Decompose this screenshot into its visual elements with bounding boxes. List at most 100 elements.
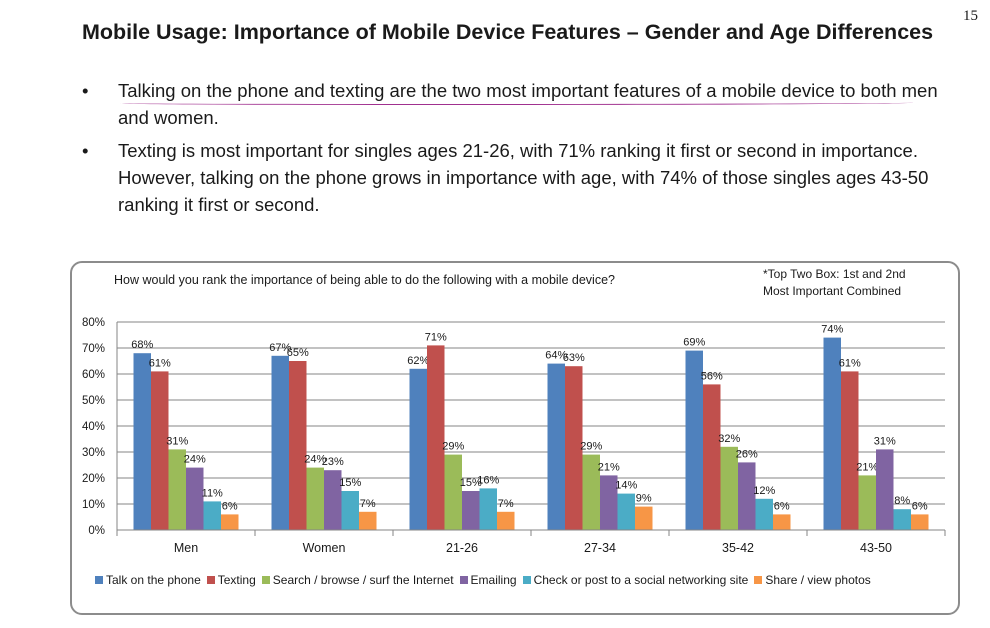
legend-swatch [522, 576, 531, 584]
bar [203, 501, 221, 530]
data-label: 29% [580, 441, 602, 453]
data-label: 62% [407, 355, 429, 367]
legend-label: Share / view photos [765, 573, 871, 587]
bar [617, 493, 635, 530]
bar [359, 511, 377, 530]
data-label: 23% [322, 456, 344, 468]
bullet-item: Texting is most important for singles ag… [82, 137, 962, 218]
legend-swatch [206, 576, 215, 584]
data-label: 6% [222, 500, 238, 512]
data-label: 12% [753, 485, 775, 497]
bar [720, 446, 738, 530]
bar [324, 470, 342, 530]
y-tick-label: 80% [82, 317, 105, 329]
legend-item: Check or post to a social networking sit… [522, 573, 749, 587]
chart-legend: Talk on the phone Texting Search / browse … [95, 573, 871, 587]
bullet-item: Talking on the phone and texting are the… [82, 77, 962, 131]
y-tick-label: 40% [82, 421, 105, 433]
chart-question: How would you rank the importance of bei… [114, 273, 615, 287]
legend-item: Share / view photos [754, 573, 871, 587]
slide-title: Mobile Usage: Importance of Mobile Devic… [82, 20, 934, 44]
bar [858, 475, 876, 530]
bar [685, 350, 703, 530]
legend-label: Check or post to a social networking sit… [533, 573, 749, 587]
data-label: 6% [774, 500, 790, 512]
legend-item: Emailing [459, 573, 517, 587]
chart-frame [70, 261, 960, 615]
data-label: 8% [894, 495, 910, 507]
data-label: 74% [821, 324, 843, 336]
bar [547, 363, 565, 530]
bar [582, 454, 600, 530]
data-label: 11% [202, 487, 223, 499]
data-label: 21% [856, 461, 878, 473]
bar [151, 371, 169, 530]
data-label: 61% [839, 357, 861, 369]
legend-label: Search / browse / surf the Internet [272, 573, 454, 587]
bar [773, 514, 791, 530]
data-label: 65% [287, 347, 309, 359]
bar [600, 475, 618, 530]
data-label: 69% [683, 337, 705, 349]
data-label: 24% [304, 454, 326, 466]
legend-item: Talk on the phone [95, 573, 201, 587]
handdrawn-underline [120, 101, 913, 105]
data-label: 64% [545, 350, 567, 362]
data-label: 15% [339, 477, 361, 489]
data-label: 6% [912, 500, 928, 512]
x-tick-label: 35-42 [722, 541, 754, 555]
x-tick-label: 43-50 [860, 541, 892, 555]
y-tick-label: 20% [82, 473, 105, 485]
data-label: 26% [736, 448, 758, 460]
legend-swatch [261, 576, 270, 584]
data-label: 15% [460, 477, 482, 489]
chart-note: *Top Two Box: 1st and 2nd Most Important… [763, 266, 906, 300]
x-tick-label: Men [174, 541, 198, 555]
y-tick-label: 30% [82, 447, 105, 459]
bar [168, 449, 186, 530]
legend-swatch [459, 576, 468, 584]
data-label: 16% [477, 474, 499, 486]
x-tick-label: Women [303, 541, 346, 555]
bar [893, 509, 911, 530]
data-label: 31% [874, 435, 896, 447]
y-tick-label: 70% [82, 343, 105, 355]
data-label: 24% [184, 454, 206, 466]
legend-swatch [95, 576, 103, 584]
data-label: 56% [701, 370, 723, 382]
legend-label: Emailing [470, 573, 517, 587]
bar [635, 506, 653, 530]
bar [841, 371, 859, 530]
x-tick-label: 21-26 [446, 541, 478, 555]
bullet-list: Talking on the phone and texting are the… [82, 77, 962, 224]
bar [133, 353, 151, 530]
data-label: 7% [360, 498, 376, 510]
bar [341, 491, 359, 530]
bar [462, 491, 480, 530]
data-label: 31% [166, 435, 188, 447]
data-label: 29% [442, 441, 464, 453]
bar [823, 337, 841, 530]
data-label: 68% [131, 339, 153, 351]
bar [738, 462, 756, 530]
data-label: 14% [615, 480, 637, 492]
y-tick-label: 60% [82, 369, 105, 381]
y-tick-label: 50% [82, 395, 105, 407]
bar [186, 467, 204, 530]
bar [409, 368, 427, 530]
bar [427, 345, 445, 530]
bar [876, 449, 894, 530]
bar [306, 467, 324, 530]
y-tick-label: 10% [82, 499, 105, 511]
chart-note-line: *Top Two Box: 1st and 2nd [763, 267, 906, 281]
legend-item: Search / browse / surf the Internet [261, 573, 454, 587]
chart-note-line: Most Important Combined [763, 284, 902, 298]
bar [479, 488, 497, 530]
bar [271, 355, 289, 530]
bar [565, 366, 583, 530]
data-label: 67% [269, 342, 291, 354]
bar [497, 511, 515, 530]
bar [755, 498, 773, 530]
data-label: 7% [498, 498, 514, 510]
